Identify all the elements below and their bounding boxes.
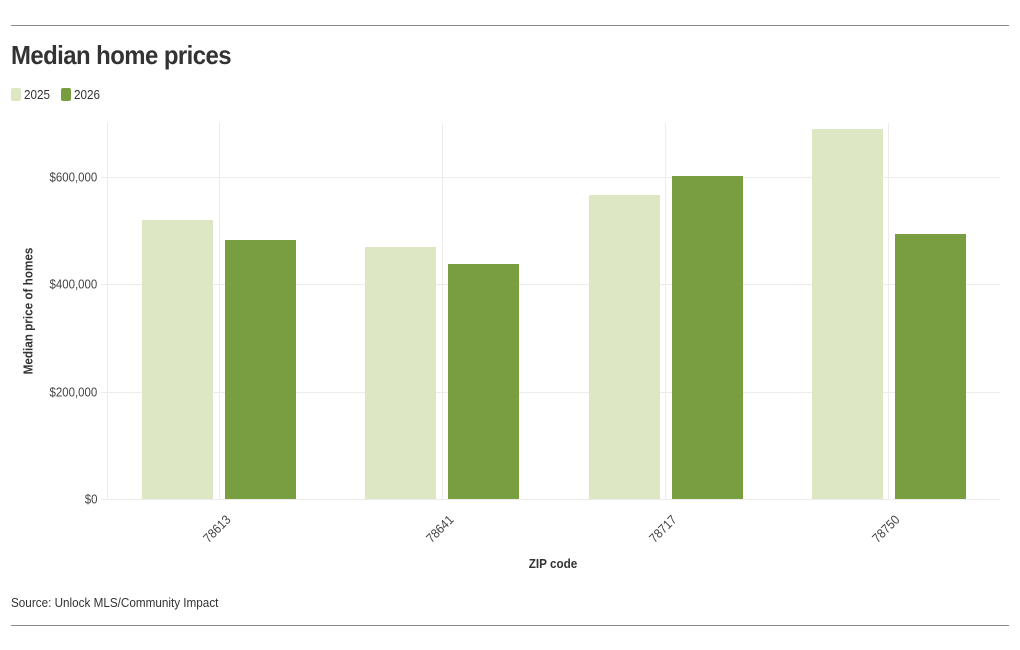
bar-78641-2026[interactable] bbox=[448, 263, 520, 499]
source-note: Source: Unlock MLS/Community Impact bbox=[11, 595, 219, 610]
gridline-horizontal bbox=[107, 284, 1000, 286]
y-tick-label: $200,000 bbox=[49, 384, 97, 400]
gridline-vertical bbox=[218, 123, 220, 499]
gridline-horizontal bbox=[107, 391, 1000, 393]
legend-label-2026: 2026 bbox=[73, 87, 100, 102]
gridline-vertical bbox=[665, 123, 667, 499]
bar-78613-2026[interactable] bbox=[225, 240, 297, 499]
y-tick-mark bbox=[101, 177, 107, 178]
y-tick-label: $400,000 bbox=[49, 276, 97, 292]
bar-78717-2026[interactable] bbox=[671, 175, 743, 499]
y-tick-mark bbox=[101, 499, 107, 500]
bar-78750-2026[interactable] bbox=[894, 233, 966, 499]
gridline-vertical bbox=[888, 123, 890, 499]
bar-78613-2025[interactable] bbox=[142, 219, 214, 499]
gridline-horizontal bbox=[107, 499, 1000, 500]
legend-item-2026[interactable]: 2026 bbox=[60, 87, 103, 102]
y-tick-mark bbox=[101, 391, 107, 393]
y-tick-label: $0 bbox=[84, 491, 97, 507]
y-tick-label: $600,000 bbox=[49, 169, 97, 185]
x-axis-title: ZIP code bbox=[528, 556, 578, 571]
legend-item-2025[interactable]: 2025 bbox=[11, 87, 53, 102]
legend-label-2025: 2025 bbox=[24, 87, 51, 102]
bar-78641-2025[interactable] bbox=[365, 247, 437, 499]
x-tick-label: 78613 bbox=[199, 512, 234, 546]
x-tick-label: 78641 bbox=[422, 512, 457, 546]
plot-area bbox=[107, 123, 1000, 500]
top-rule bbox=[11, 25, 1009, 26]
gridline-horizontal bbox=[107, 177, 1000, 178]
bar-78717-2025[interactable] bbox=[588, 194, 660, 499]
x-tick-label: 78750 bbox=[869, 512, 903, 546]
chart-title: Median home prices bbox=[11, 40, 232, 70]
legend-swatch-2026 bbox=[60, 88, 71, 101]
legend-swatch-2025 bbox=[11, 88, 21, 101]
gridline-vertical bbox=[441, 123, 443, 499]
legend: 2025 2026 bbox=[11, 87, 103, 102]
y-tick-mark bbox=[101, 284, 107, 286]
bar-78750-2025[interactable] bbox=[811, 129, 883, 499]
y-axis-title: Median price of homes bbox=[20, 247, 36, 375]
x-tick-label: 78717 bbox=[646, 512, 680, 546]
bottom-rule bbox=[11, 625, 1009, 626]
y-axis-line bbox=[107, 123, 108, 499]
